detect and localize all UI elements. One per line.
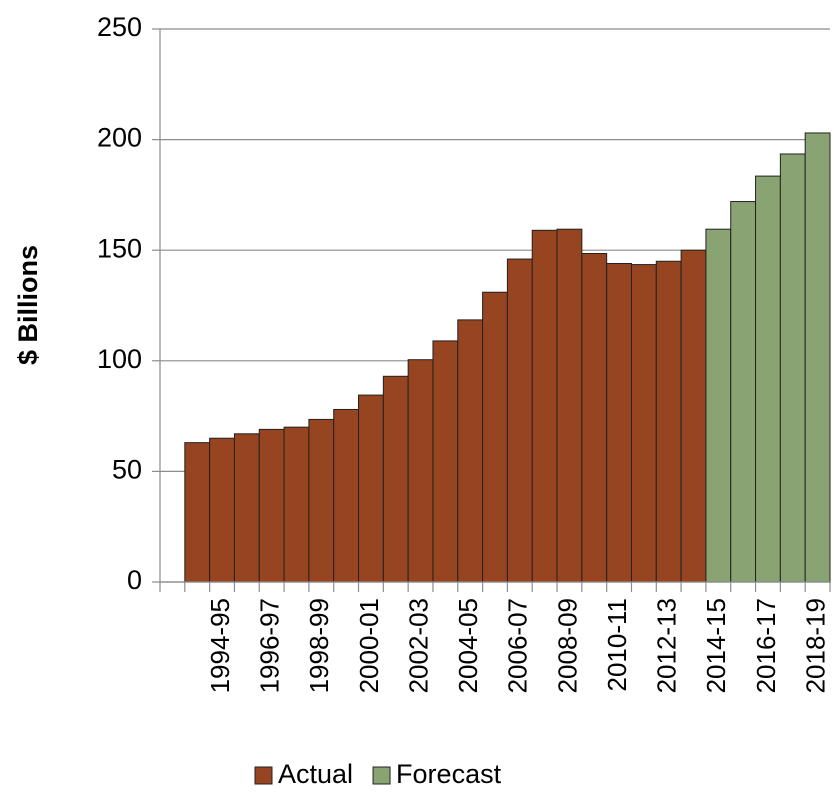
legend-label: Actual — [278, 759, 353, 789]
x-tick-label: 1996-97 — [255, 598, 285, 693]
bar — [779, 153, 806, 583]
y-tick-label: 200 — [97, 123, 142, 153]
bar — [755, 175, 781, 583]
bar — [432, 340, 459, 583]
bar — [531, 229, 558, 583]
y-axis-label: $ Billions — [13, 245, 43, 365]
legend-swatch — [372, 766, 391, 785]
bar — [184, 442, 211, 583]
x-tick-label: 2012-13 — [652, 598, 682, 693]
x-tick-label: 2008-09 — [552, 598, 582, 693]
x-tick-label: 2010-11 — [602, 598, 632, 692]
bar — [506, 258, 533, 583]
bar — [283, 426, 310, 583]
bar — [333, 408, 360, 583]
bar — [209, 437, 235, 583]
legend-label: Forecast — [396, 759, 502, 789]
bar — [382, 375, 409, 583]
bar — [606, 262, 632, 583]
bar — [581, 253, 608, 583]
x-tick-label: 2018-19 — [800, 598, 830, 693]
bar — [457, 319, 484, 583]
x-tick-label: 2016-17 — [751, 598, 781, 693]
bar — [655, 260, 682, 583]
x-tick-label: 2000-01 — [354, 598, 384, 693]
x-tick-label: 1994-95 — [205, 598, 235, 693]
x-tick-label: 2002-03 — [403, 598, 433, 693]
bar — [258, 428, 285, 583]
bar — [407, 359, 434, 583]
y-tick-label: 150 — [97, 233, 142, 263]
bar — [630, 264, 657, 583]
bar — [705, 228, 732, 583]
bar — [482, 291, 508, 583]
bar — [358, 394, 384, 583]
bar — [556, 228, 583, 583]
bar — [233, 433, 260, 583]
x-tick-label: 1998-99 — [304, 598, 334, 693]
y-tick-label: 0 — [127, 565, 142, 595]
y-tick-label: 50 — [112, 455, 142, 485]
bar — [730, 201, 757, 583]
legend-swatch — [254, 766, 273, 785]
bar — [308, 418, 335, 583]
bar — [804, 132, 831, 583]
x-tick-label: 2004-05 — [453, 598, 483, 693]
x-tick-label: 2006-07 — [503, 598, 533, 693]
x-tick-label: 2014-15 — [701, 598, 731, 693]
y-tick-label: 250 — [97, 12, 142, 42]
y-tick-label: 100 — [97, 344, 142, 374]
bar — [680, 249, 707, 583]
